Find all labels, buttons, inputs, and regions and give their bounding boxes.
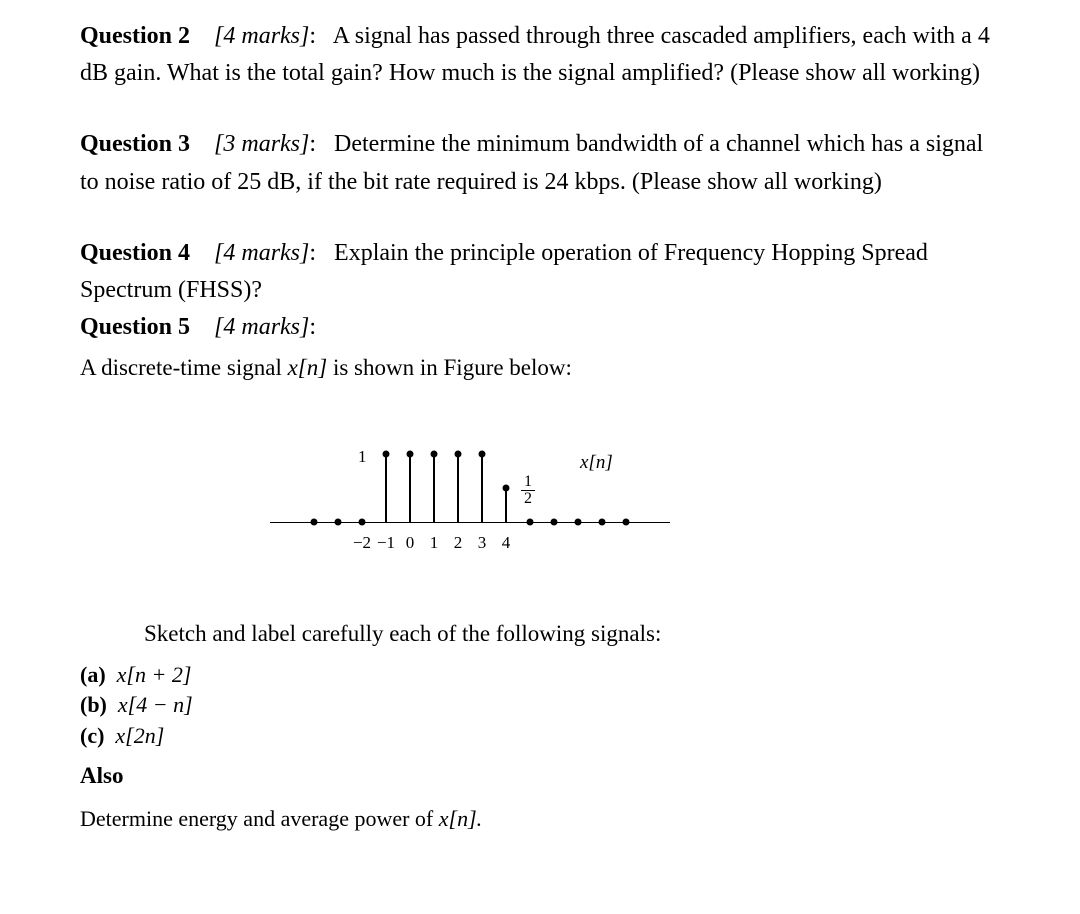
zero-dot: [599, 518, 606, 525]
zero-dot: [311, 518, 318, 525]
q5-intro-prefix: A discrete-time signal: [80, 355, 288, 380]
stem-dot: [383, 450, 390, 457]
part-b-expr: x[4 − n]: [118, 692, 193, 717]
q5-also: Also: [80, 758, 1000, 794]
q3-label: Question 3: [80, 131, 190, 157]
stem: [385, 454, 387, 522]
q2-label: Question 2: [80, 23, 190, 49]
q2-marks: [4 marks]: [214, 23, 309, 49]
x-tick-label: −1: [377, 530, 395, 556]
x-tick-label: 4: [502, 530, 511, 556]
fraction-half: 1 2: [521, 474, 535, 507]
q5-determine: Determine energy and average power of x[…: [80, 802, 1000, 836]
q5-intro: A discrete-time signal x[n] is shown in …: [80, 350, 1000, 386]
zero-dot: [551, 518, 558, 525]
q5-determine-sig: x[n].: [439, 806, 482, 831]
question-3: Question 3 [3 marks]: Determine the mini…: [80, 126, 1000, 200]
stem: [433, 454, 435, 522]
stem: [481, 454, 483, 522]
q5-sep: :: [309, 314, 316, 340]
question-4-5: Question 4 [4 marks]: Explain the princi…: [80, 235, 1000, 836]
q5-marks: [4 marks]: [214, 314, 309, 340]
q4-text: Explain the principle operation of Frequ…: [80, 240, 928, 303]
q5-determine-text: Determine energy and average power of: [80, 806, 439, 831]
fraction-den: 2: [521, 491, 535, 507]
part-a-label: (a): [80, 662, 106, 687]
stem-dot: [455, 450, 462, 457]
question-2: Question 2 [4 marks]: A signal has passe…: [80, 18, 1000, 92]
exam-page: Question 2 [4 marks]: A signal has passe…: [0, 0, 1080, 856]
q5-intro-signal: x[n]: [288, 355, 328, 380]
q4-sep: :: [309, 240, 316, 266]
stem-dot: [431, 450, 438, 457]
q5-part-a: (a) x[n + 2]: [80, 660, 1000, 691]
x-tick-label: 1: [430, 530, 439, 556]
part-a-expr: x[n + 2]: [117, 662, 192, 687]
q5-part-c: (c) x[2n]: [80, 721, 1000, 752]
stem-dot: [407, 450, 414, 457]
part-c-expr: x[2n]: [115, 723, 164, 748]
zero-dot: [359, 518, 366, 525]
stem: [457, 454, 459, 522]
x-tick-label: 3: [478, 530, 487, 556]
q4-label: Question 4: [80, 240, 190, 266]
x-axis: [270, 522, 670, 523]
zero-dot: [335, 518, 342, 525]
signal-label: x[n]: [580, 448, 613, 477]
q3-marks: [3 marks]: [214, 131, 309, 157]
q5-intro-suffix: is shown in Figure below:: [327, 355, 572, 380]
stem-dot: [479, 450, 486, 457]
q5-sketch-line: Sketch and label carefully each of the f…: [144, 616, 1000, 652]
x-tick-label: 0: [406, 530, 415, 556]
stem-dot: [503, 484, 510, 491]
y-one-label: 1: [358, 444, 367, 470]
part-c-label: (c): [80, 723, 104, 748]
x-tick-label: 2: [454, 530, 463, 556]
y-half-label: 1 2: [521, 474, 535, 507]
fraction-num: 1: [521, 474, 535, 491]
q3-sep: :: [309, 131, 316, 157]
stem: [505, 488, 507, 522]
q5-part-b: (b) x[4 − n]: [80, 690, 1000, 721]
x-tick-label: −2: [353, 530, 371, 556]
stem: [409, 454, 411, 522]
q2-sep: :: [309, 23, 316, 49]
part-b-label: (b): [80, 692, 107, 717]
q5-parts: (a) x[n + 2] (b) x[4 − n] (c) x[2n]: [80, 660, 1000, 752]
zero-dot: [623, 518, 630, 525]
q5-label: Question 5: [80, 314, 190, 340]
q4-marks: [4 marks]: [214, 240, 309, 266]
zero-dot: [527, 518, 534, 525]
q5-stem-plot: 1 1 2 x[n] −2−101234: [270, 426, 670, 576]
zero-dot: [575, 518, 582, 525]
